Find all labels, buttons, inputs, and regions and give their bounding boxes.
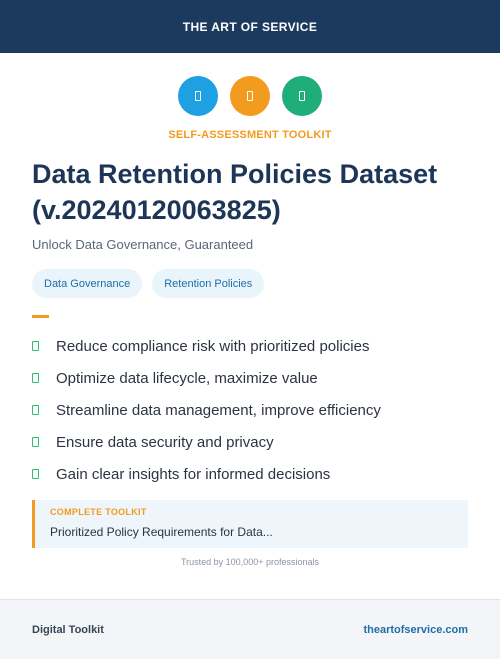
header-bar: THE ART OF SERVICE bbox=[0, 0, 500, 53]
footer-bar: Digital Toolkit theartofservice.com bbox=[0, 599, 500, 659]
toolkit-label: COMPLETE TOOLKIT bbox=[50, 507, 147, 517]
check-icon bbox=[32, 341, 39, 351]
benefit-text: Gain clear insights for informed decisio… bbox=[56, 465, 331, 483]
subtitle: Unlock Data Governance, Guaranteed bbox=[32, 237, 254, 252]
check-icon bbox=[32, 373, 39, 383]
shield-icon bbox=[178, 76, 218, 116]
toolkit-text: Prioritized Policy Requirements for Data… bbox=[50, 525, 273, 539]
check-icon bbox=[32, 469, 39, 479]
icon-row bbox=[0, 76, 500, 116]
benefit-text: Reduce compliance risk with prioritized … bbox=[56, 337, 370, 355]
check-icon bbox=[282, 76, 322, 116]
eyebrow-label: SELF-ASSESSMENT TOOLKIT bbox=[168, 129, 332, 141]
website-link[interactable]: theartofservice.com bbox=[363, 623, 468, 636]
trusted-note: Trusted by 100,000+ professionals bbox=[180, 557, 319, 567]
page-title: Data Retention Policies Dataset (v.20240… bbox=[32, 159, 438, 225]
accent-divider bbox=[32, 315, 49, 318]
check-icon bbox=[32, 437, 39, 447]
tag-data-governance: Data Governance bbox=[32, 269, 143, 298]
check-icon bbox=[32, 405, 39, 415]
benefit-text: Optimize data lifecycle, maximize value bbox=[56, 369, 318, 387]
clipboard-icon bbox=[230, 76, 270, 116]
brand-name: THE ART OF SERVICE bbox=[182, 19, 318, 34]
benefit-item: Ensure data security and privacy bbox=[32, 426, 381, 458]
tag-list: Data Governance Retention Policies bbox=[32, 269, 265, 298]
toolkit-callout: COMPLETE TOOLKIT Prioritized Policy Requ… bbox=[32, 500, 468, 548]
benefit-item: Reduce compliance risk with prioritized … bbox=[32, 330, 381, 362]
benefit-list: Reduce compliance risk with prioritized … bbox=[32, 330, 381, 490]
benefit-item: Streamline data management, improve effi… bbox=[32, 394, 381, 426]
benefit-item: Optimize data lifecycle, maximize value bbox=[32, 362, 381, 394]
benefit-text: Ensure data security and privacy bbox=[56, 433, 274, 451]
tag-retention-policies: Retention Policies bbox=[152, 269, 265, 298]
footer-label: Digital Toolkit bbox=[32, 623, 104, 636]
benefit-item: Gain clear insights for informed decisio… bbox=[32, 458, 381, 490]
benefit-text: Streamline data management, improve effi… bbox=[56, 401, 381, 419]
